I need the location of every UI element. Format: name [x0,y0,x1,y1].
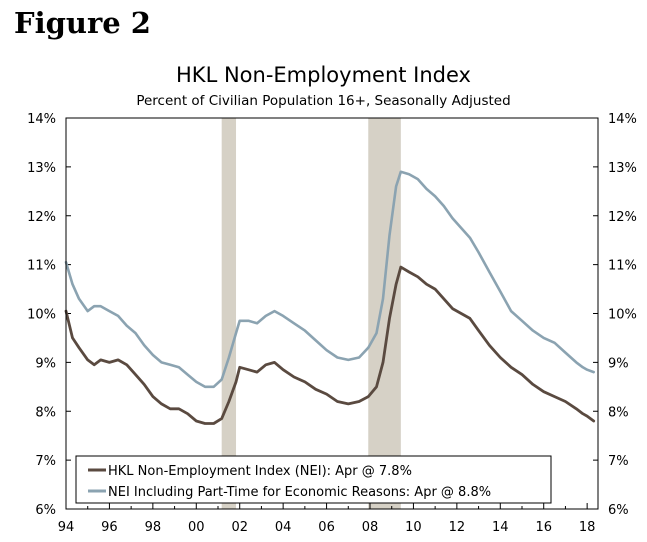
x-tick-label: 06 [318,520,335,535]
x-tick-label: 18 [579,520,596,535]
y-tick-label-left: 7% [35,454,56,469]
y-tick-label-right: 8% [608,405,629,420]
y-tick-label-left: 12% [27,210,56,225]
x-tick-label: 98 [145,520,162,535]
chart-subtitle: Percent of Civilian Population 16+, Seas… [136,93,511,109]
y-tick-label-right: 13% [608,161,637,176]
x-tick-label: 14 [492,520,509,535]
series-line-0 [64,265,596,425]
y-tick-label-right: 12% [608,210,637,225]
y-tick-label-right: 7% [608,454,629,469]
y-tick-label-right: 10% [608,308,637,323]
y-tick-label-left: 10% [27,308,56,323]
y-tick-label-right: 9% [608,356,629,371]
axis-ticks [65,117,598,510]
recession-band-1 [368,118,401,509]
series-lines [64,170,596,425]
y-tick-label-left: 8% [35,405,56,420]
x-tick-label: 94 [58,520,75,535]
y-tick-label-left: 13% [27,161,56,176]
series-line-1 [64,170,595,389]
x-tick-label: 12 [449,520,466,535]
plot-frame [65,117,599,510]
legend-label-0: HKL Non-Employment Index (NEI): Apr @ 7.… [108,464,412,479]
x-tick-label: 02 [231,520,248,535]
x-tick-label: 16 [535,520,552,535]
x-tick-label: 96 [101,520,118,535]
y-tick-label-left: 11% [27,259,56,274]
tick-labels: 6% 6% 7% 7% 8% 8% 9% 9% 10% 10% 11% 11% 12% 12% 13% 13%… [27,112,637,535]
legend-label-1: NEI Including Part-Time for Economic Rea… [108,485,491,500]
y-tick-label-left: 14% [27,112,56,127]
x-tick-label: 00 [188,520,205,535]
legend: HKL Non-Employment Index (NEI): Apr @ 7.… [75,455,552,504]
y-tick-label-right: 11% [608,259,637,274]
chart-title: HKL Non-Employment Index [176,63,471,87]
recession-bands [221,118,401,509]
y-tick-label-left: 6% [35,503,56,518]
figure-label: Figure 2 [14,6,151,40]
recession-band-0 [221,118,237,509]
y-tick-label-left: 9% [35,356,56,371]
y-tick-label-right: 6% [608,503,629,518]
x-tick-label: 10 [405,520,422,535]
y-tick-label-right: 14% [608,112,637,127]
legend-box [75,455,552,504]
x-tick-label: 04 [275,520,292,535]
x-tick-label: 08 [362,520,379,535]
